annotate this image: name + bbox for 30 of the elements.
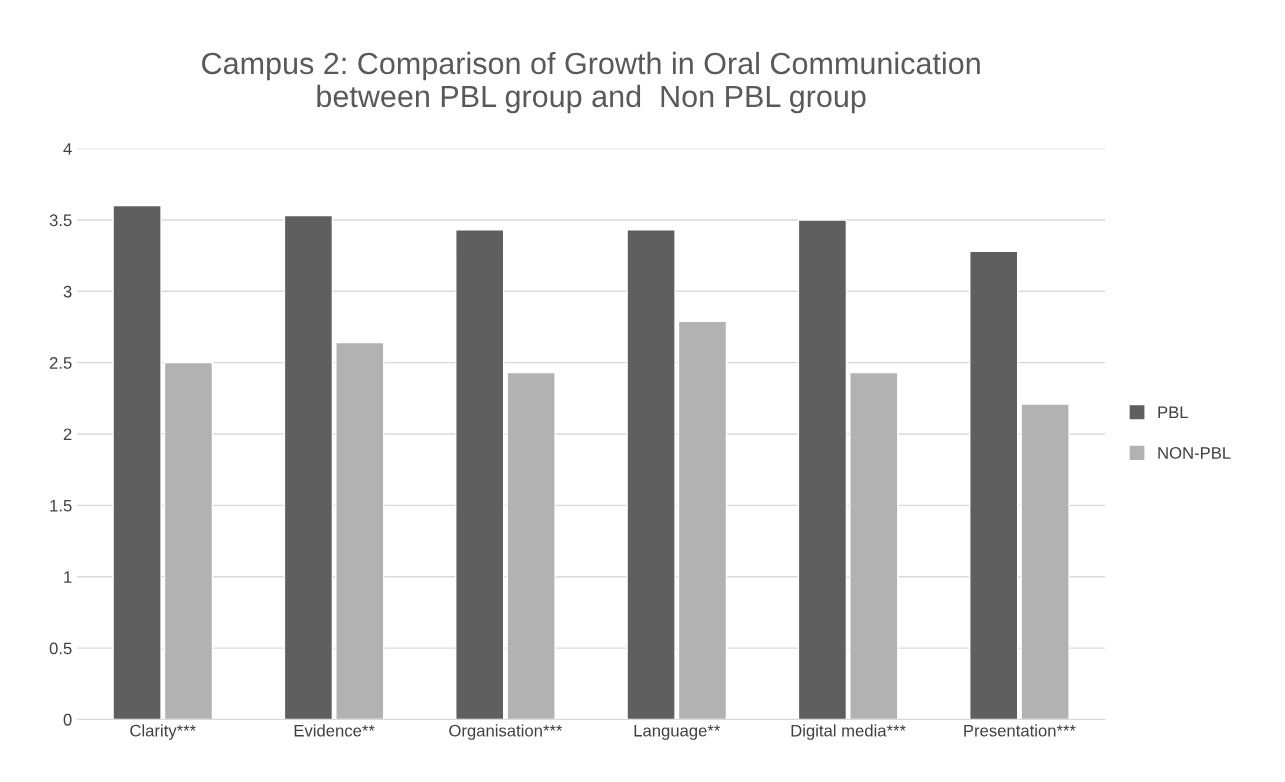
bar	[849, 371, 899, 720]
x-tick-label: Digital media***	[791, 724, 906, 740]
bar	[283, 214, 334, 720]
bar	[112, 204, 162, 720]
bar	[969, 250, 1019, 720]
bar	[626, 229, 676, 720]
x-tick-label: Organisation***	[449, 724, 563, 740]
bar	[335, 341, 385, 720]
bar	[163, 361, 214, 720]
bar	[797, 219, 848, 720]
y-tick-label: 0.5	[49, 642, 72, 655]
bar	[506, 371, 556, 720]
y-tick-label: 0	[63, 713, 72, 726]
x-tick-label: Clarity***	[130, 724, 196, 740]
y-tick-label: 1.5	[50, 499, 72, 512]
legend-label: NON-PBL	[1158, 447, 1231, 459]
y-tick-label: 1	[64, 571, 72, 583]
legend-label: PBL	[1158, 406, 1188, 419]
bar	[1020, 403, 1070, 720]
x-tick-label: Language**	[634, 724, 721, 740]
chart-title: Campus 2: Comparison of Growth in Oral Communication between PBL group and Non PBL group	[202, 51, 980, 114]
x-tick-label: Presentation***	[964, 724, 1076, 737]
y-tick-label: 3	[63, 285, 72, 298]
bar	[677, 320, 728, 720]
y-tick-label: 4	[63, 143, 72, 155]
y-tick-label: 3.5	[49, 214, 72, 227]
bar	[455, 229, 505, 720]
y-tick-label: 2	[63, 428, 72, 441]
y-tick-label: 2.5	[49, 357, 72, 369]
x-tick-label: Evidence**	[294, 724, 375, 737]
